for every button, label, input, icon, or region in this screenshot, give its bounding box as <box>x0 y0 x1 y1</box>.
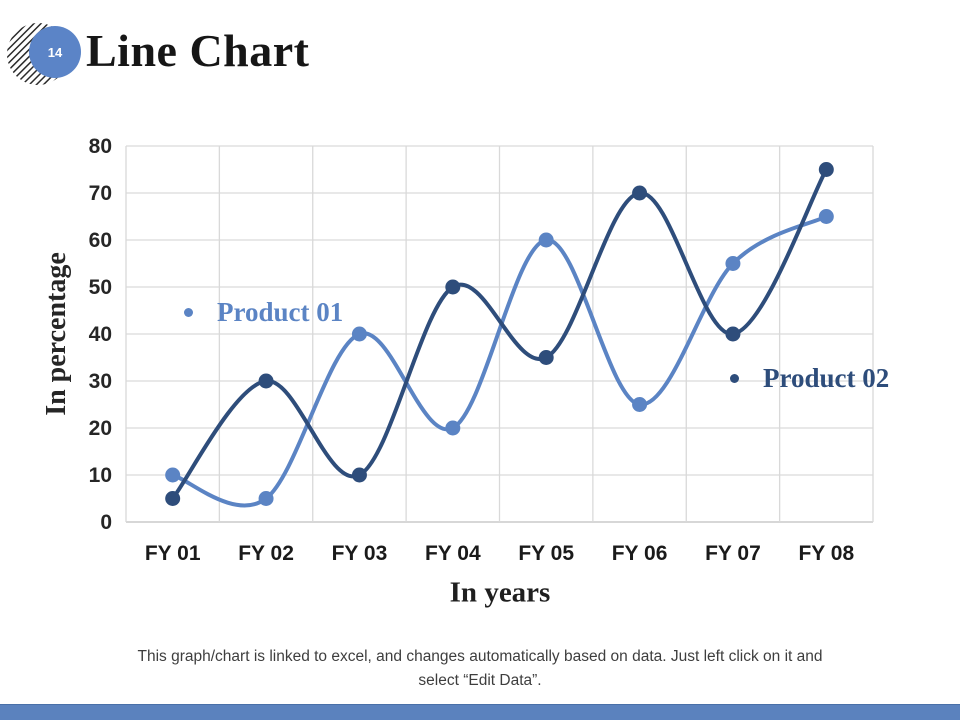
y-tick-label: 60 <box>89 229 112 252</box>
x-axis-title: In years <box>449 576 551 609</box>
data-point-marker <box>445 420 461 436</box>
y-tick-label: 70 <box>89 182 112 205</box>
x-tick-label: FY 01 <box>145 542 201 565</box>
data-point-marker <box>258 373 274 389</box>
x-tick-label: FY 03 <box>332 542 388 565</box>
slide-number: 14 <box>48 45 63 60</box>
y-tick-label: 10 <box>89 464 112 487</box>
data-point-marker <box>351 467 367 483</box>
footnote-line-2: select “Edit Data”. <box>418 672 542 690</box>
data-point-marker <box>725 326 741 342</box>
data-point-marker <box>632 397 648 412</box>
data-point-marker <box>165 491 181 506</box>
data-point-marker <box>351 326 367 342</box>
data-point-marker <box>445 279 461 295</box>
x-tick-label: FY 05 <box>518 542 574 565</box>
badge-circle <box>29 26 81 78</box>
data-point-marker <box>818 162 834 177</box>
slide-number-badge: 14 <box>7 23 81 85</box>
legend-product-02: Product 02 <box>730 363 889 394</box>
legend-bullet-icon <box>184 308 193 317</box>
footer-accent-bar <box>0 704 960 720</box>
y-tick-label: 30 <box>89 370 112 393</box>
y-tick-label: 20 <box>89 417 112 440</box>
data-point-marker <box>632 185 648 201</box>
data-point-marker <box>538 350 554 365</box>
y-tick-label: 40 <box>89 323 112 346</box>
data-point-marker <box>818 209 834 224</box>
y-tick-label: 0 <box>100 511 112 534</box>
data-point-marker <box>165 467 181 483</box>
series-line-1 <box>170 214 829 508</box>
x-tick-label: FY 04 <box>425 542 481 565</box>
y-axis-title: In percentage <box>41 252 72 416</box>
legend-bullet-icon <box>730 374 739 383</box>
legend-label: Product 02 <box>763 363 890 393</box>
footnote: This graph/chart is linked to excel, and… <box>100 645 860 693</box>
x-tick-label: FY 08 <box>798 542 854 565</box>
legend-label: Product 01 <box>217 297 344 327</box>
legend-product-01: Product 01 <box>184 297 343 328</box>
series-line-2 <box>170 167 829 501</box>
x-tick-label: FY 06 <box>612 542 668 565</box>
footnote-line-1: This graph/chart is linked to excel, and… <box>137 648 823 665</box>
y-tick-label: 80 <box>89 135 112 158</box>
data-point-marker <box>725 256 741 271</box>
page-title: Line Chart <box>86 25 310 76</box>
x-tick-label: FY 02 <box>238 542 294 565</box>
data-point-marker <box>538 232 554 248</box>
y-tick-label: 50 <box>89 276 112 299</box>
data-point-marker <box>258 491 274 506</box>
x-tick-label: FY 07 <box>705 542 761 565</box>
